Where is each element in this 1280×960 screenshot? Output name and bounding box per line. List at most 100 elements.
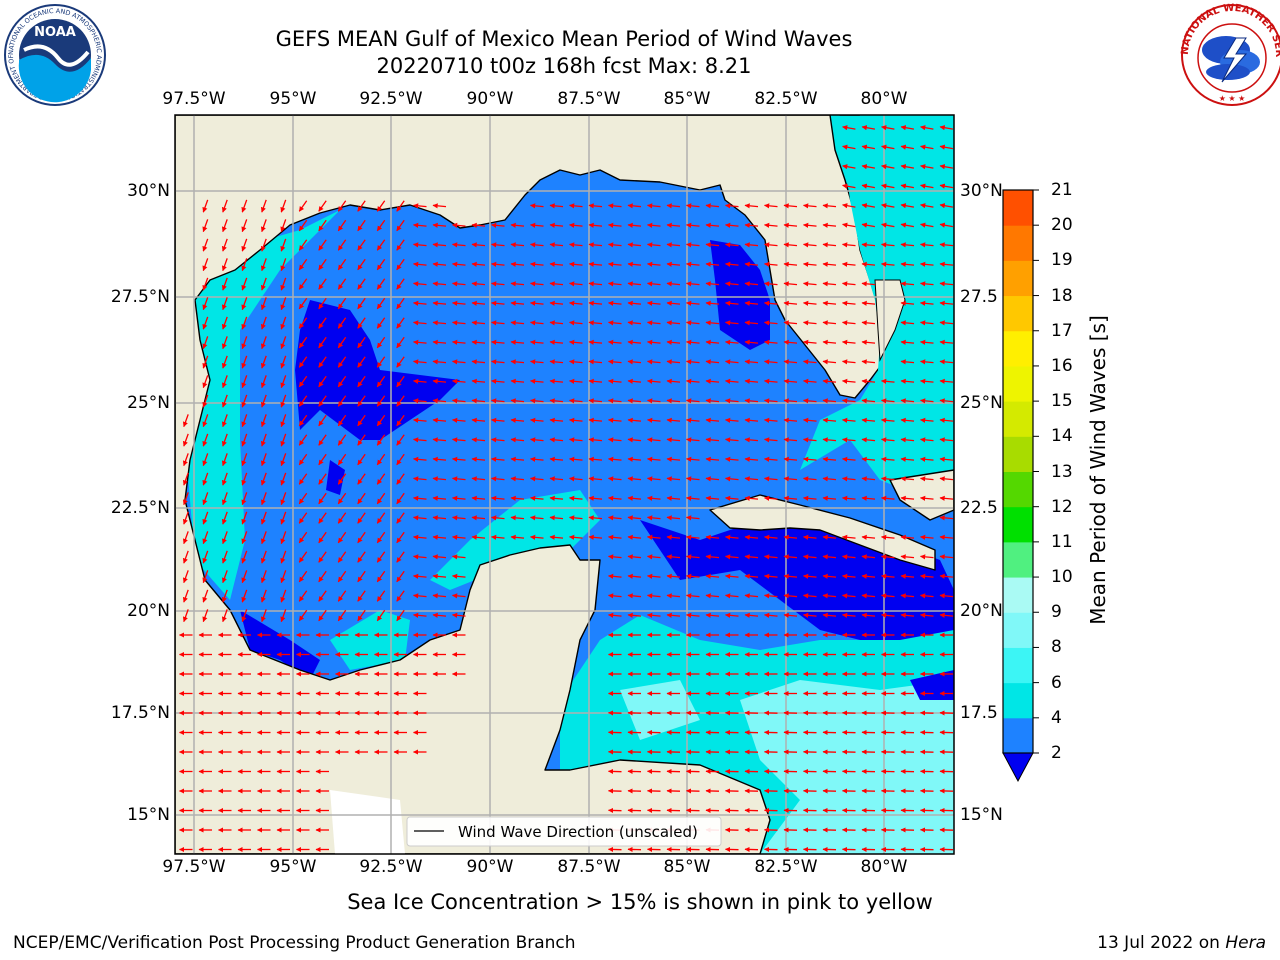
wind-wave-arrow bbox=[822, 242, 837, 248]
wind-wave-arrow bbox=[685, 300, 700, 306]
wind-wave-arrow bbox=[451, 222, 466, 228]
wind-wave-arrow bbox=[412, 359, 427, 365]
wind-wave-arrow bbox=[510, 339, 525, 345]
wind-wave-arrow bbox=[842, 183, 856, 189]
wind-wave-arrow bbox=[412, 554, 427, 560]
wind-wave-arrow bbox=[241, 414, 248, 428]
footer-date-text: 13 Jul 2022 on bbox=[1097, 933, 1226, 953]
wind-wave-arrow bbox=[783, 437, 798, 443]
wind-wave-arrow bbox=[260, 355, 267, 369]
wind-wave-arrow bbox=[881, 164, 895, 170]
y-tick-right: 20°N bbox=[960, 601, 1003, 621]
wind-wave-arrow bbox=[337, 200, 347, 212]
wind-wave-arrow bbox=[705, 398, 720, 404]
wind-wave-arrow bbox=[298, 609, 308, 622]
wind-wave-arrow bbox=[627, 573, 642, 579]
wind-wave-arrow bbox=[510, 515, 525, 521]
wind-wave-arrow bbox=[666, 398, 681, 404]
wind-wave-arrow bbox=[881, 203, 895, 209]
wind-wave-arrow bbox=[241, 589, 248, 603]
wind-wave-arrow bbox=[919, 300, 934, 306]
wind-wave-arrow bbox=[900, 320, 915, 326]
wind-wave-arrow bbox=[529, 320, 544, 326]
wind-wave-arrow bbox=[607, 320, 622, 326]
wind-wave-arrow bbox=[298, 200, 308, 212]
wind-wave-arrow bbox=[900, 378, 915, 384]
wind-wave-arrow bbox=[260, 589, 267, 603]
wind-wave-arrow bbox=[260, 433, 267, 447]
wind-wave-arrow bbox=[607, 573, 622, 579]
wind-wave-arrow bbox=[744, 417, 759, 423]
wind-wave-arrow bbox=[939, 125, 954, 131]
wind-wave-arrow bbox=[376, 200, 386, 212]
wind-wave-arrow bbox=[549, 378, 564, 384]
wind-wave-arrow bbox=[396, 200, 405, 212]
x-tick-bottom: 85°W bbox=[663, 857, 711, 877]
wind-wave-arrow bbox=[357, 258, 366, 271]
wind-wave-arrow bbox=[221, 199, 228, 213]
wind-wave-arrow bbox=[241, 511, 248, 525]
wind-wave-arrow bbox=[432, 495, 447, 501]
wind-wave-arrow bbox=[822, 534, 837, 540]
wind-wave-arrow bbox=[221, 238, 228, 252]
wind-wave-arrow bbox=[549, 417, 564, 423]
wind-wave-arrow bbox=[920, 164, 934, 170]
wind-wave-arrow bbox=[280, 414, 287, 428]
wind-wave-arrow bbox=[841, 339, 856, 345]
wind-wave-arrow bbox=[241, 258, 248, 272]
wind-wave-arrow bbox=[357, 278, 366, 290]
wind-wave-arrow bbox=[241, 433, 248, 447]
wind-wave-arrow bbox=[880, 437, 895, 443]
colorbar-segment bbox=[1003, 471, 1033, 508]
wind-wave-arrow bbox=[919, 359, 934, 365]
wind-wave-arrow bbox=[549, 515, 564, 521]
wind-wave-arrow bbox=[744, 554, 759, 560]
wind-wave-arrow bbox=[260, 375, 267, 389]
wind-wave-arrow bbox=[221, 355, 228, 369]
wind-wave-arrow bbox=[900, 476, 915, 482]
wind-wave-arrow bbox=[490, 359, 505, 365]
wind-wave-arrow bbox=[357, 356, 366, 368]
wind-wave-arrow bbox=[783, 300, 798, 306]
wind-wave-arrow bbox=[880, 573, 895, 579]
wind-wave-arrow bbox=[685, 476, 700, 482]
wind-wave-arrow bbox=[241, 355, 248, 369]
wind-wave-arrow bbox=[861, 593, 876, 599]
wind-wave-arrow bbox=[490, 476, 505, 482]
noaa-logo-icon: NATIONAL OCEANIC AND ATMOSPHERIC ADMINIS… bbox=[0, 0, 106, 106]
wind-wave-arrow bbox=[357, 434, 366, 446]
wind-wave-arrow bbox=[666, 261, 681, 267]
wind-wave-arrow bbox=[822, 203, 837, 209]
wind-wave-arrow bbox=[510, 378, 525, 384]
wind-wave-arrow bbox=[607, 593, 622, 599]
colorbar-tick-label: 16 bbox=[1051, 355, 1073, 376]
wind-wave-arrow bbox=[318, 356, 327, 368]
wind-wave-arrow bbox=[783, 320, 798, 326]
wind-wave-arrow bbox=[900, 281, 915, 287]
wind-wave-arrow bbox=[529, 476, 544, 482]
wind-wave-arrow bbox=[432, 339, 447, 345]
wind-wave-arrow bbox=[471, 534, 486, 540]
wind-wave-arrow bbox=[861, 339, 876, 345]
wind-wave-arrow bbox=[783, 398, 798, 404]
wind-wave-arrow bbox=[549, 203, 564, 209]
wind-wave-arrow bbox=[337, 492, 347, 505]
wind-wave-arrow bbox=[646, 456, 661, 462]
wind-wave-arrow bbox=[588, 378, 603, 384]
wind-wave-arrow bbox=[607, 554, 622, 560]
wind-wave-arrow bbox=[646, 300, 661, 306]
wind-wave-arrow bbox=[744, 398, 759, 404]
wind-wave-arrow bbox=[280, 297, 287, 311]
wind-wave-arrow bbox=[568, 300, 583, 306]
wind-wave-arrow bbox=[939, 203, 954, 209]
wind-wave-arrow bbox=[724, 339, 739, 345]
wind-wave-arrow bbox=[822, 378, 837, 384]
wind-wave-arrow bbox=[841, 378, 856, 384]
wind-wave-arrow bbox=[783, 281, 798, 287]
wind-wave-arrow bbox=[744, 320, 759, 326]
wind-wave-arrow bbox=[376, 570, 386, 583]
wind-wave-arrow bbox=[357, 473, 366, 485]
wind-wave-arrow bbox=[202, 414, 209, 428]
wind-wave-arrow bbox=[298, 570, 308, 583]
wind-wave-arrow bbox=[318, 297, 327, 310]
